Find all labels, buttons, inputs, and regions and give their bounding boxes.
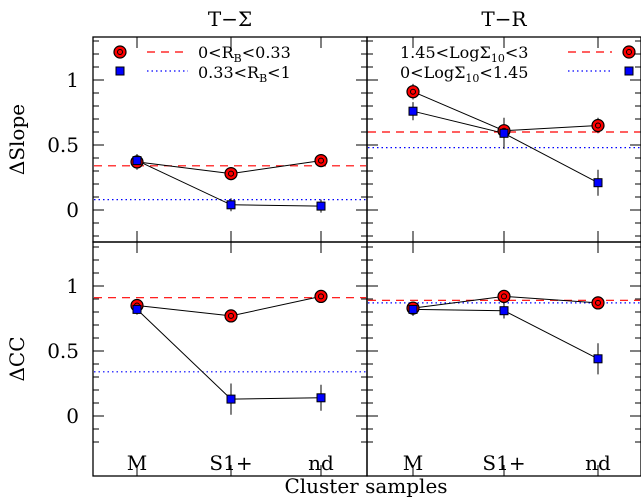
x-tick-label: S1+ [209,451,252,475]
data-point-center [595,122,601,129]
y-tick-label: 0.5 [47,339,79,363]
series-line [412,308,599,360]
data-point-center [501,293,507,300]
legend-right-red-marker [622,45,636,59]
legend-right-red-label: 1.45<LogΣ10<3 [400,43,528,65]
legend-right-blue-label: 0<LogΣ10<1.45 [400,63,528,85]
y-axis-label: ΔSlope [5,104,29,175]
data-point-red [314,289,328,303]
data-point-center [318,293,324,300]
panel-bottom-right: M S1+ nd [366,241,641,477]
panel-frame [92,241,368,477]
series-line [136,309,322,400]
data-point-center [595,299,601,306]
panel-top-left: 0 0.5 1 ΔSlope T−Σ [5,7,368,243]
data-point-red [406,85,420,99]
data-point-center [318,157,324,164]
data-point-blue [408,106,418,116]
data-point-blue [132,156,142,166]
legend-right: 1.45<LogΣ10<3 0<LogΣ10<1.45 [400,43,636,85]
data-point-blue [593,178,603,188]
legend-right-blue-marker [624,66,634,76]
panels: 0 0.5 1 ΔSlope T−Σ T−R 0 0.5 1 ΔCC M S1+ nd M S1+ nd [5,7,641,477]
legend-left-red-marker [113,45,127,59]
data-point-red [497,289,511,303]
x-tick-label: S1+ [482,451,525,475]
data-point-blue [226,200,236,210]
data-point-blue [316,201,326,211]
panel-bottom-left: 0 0.5 1 ΔCC M S1+ nd [5,241,368,477]
data-point-blue [408,304,418,314]
legend-left-blue-label: 0.33<RB<1 [198,63,291,85]
data-point-blue [132,304,142,314]
data-point-blue [593,354,603,364]
data-point-center [228,170,234,177]
data-point-red [224,309,238,323]
data-point-red [591,296,605,310]
data-point-red [224,167,238,181]
y-axis-label: ΔCC [5,336,29,381]
y-tick-label: 1 [66,68,79,92]
data-point-blue [499,128,509,138]
y-tick-label: 0 [66,404,79,428]
panel-title: T−R [481,7,527,31]
x-tick-label: nd [585,451,611,475]
data-point-blue [226,394,236,404]
data-point-blue [316,393,326,403]
data-point-blue [499,306,509,316]
x-axis-title: Cluster samples [284,474,447,498]
y-tick-label: 0 [66,198,79,222]
data-point-red [314,154,328,168]
panel-title: T−Σ [208,7,252,31]
data-point-center [228,312,234,319]
legend-left: 0<RB<0.33 0.33<RB<1 [113,43,291,85]
series-line [412,110,599,184]
data-point-red [591,118,605,133]
legend-left-red-label: 0<RB<0.33 [198,43,291,65]
data-point-center [410,88,416,95]
x-tick-label: M [127,451,147,475]
x-tick-label: nd [308,451,334,475]
y-tick-label: 0.5 [47,133,79,157]
x-tick-label: M [403,451,423,475]
panel-top-right: T−R [366,7,641,243]
y-tick-label: 1 [66,274,79,298]
legend-left-blue-marker [115,66,125,76]
